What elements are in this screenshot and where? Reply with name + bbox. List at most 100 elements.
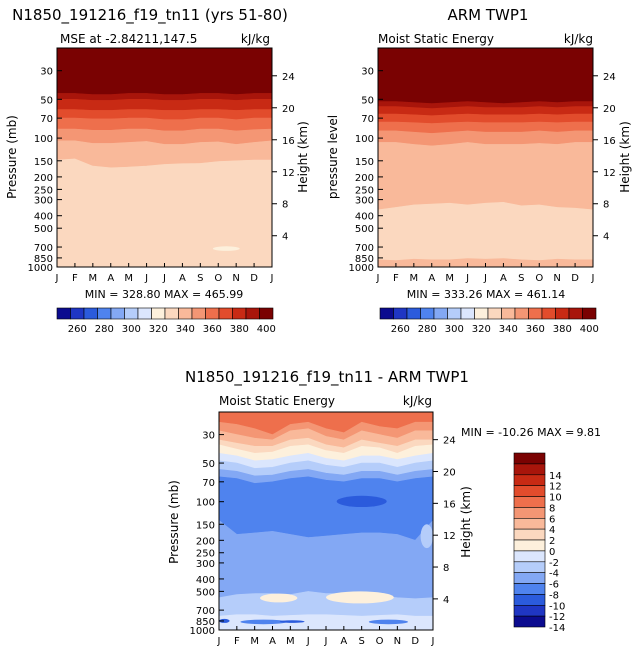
colorbar-label: 12 — [549, 482, 562, 493]
colorbar-swatch — [191, 307, 206, 320]
y-tick-label: 1000 — [28, 263, 53, 274]
colorbar-label: 280 — [418, 324, 437, 335]
panel-model-ylabel-right: Height (km) — [296, 121, 310, 192]
x-tick-label: J — [376, 273, 380, 284]
colorbar-swatch — [513, 452, 546, 465]
y-right-tick-label: 20 — [603, 104, 616, 115]
contour-band — [57, 48, 272, 95]
colorbar-swatch — [393, 307, 408, 320]
y-right-tick-label: 4 — [443, 595, 449, 606]
y-tick-label: 850 — [34, 254, 53, 265]
x-tick-label: O — [535, 273, 543, 284]
contour-patch — [279, 620, 305, 623]
y-right-tick-label: 8 — [443, 563, 449, 574]
colorbar-label: 8 — [549, 503, 555, 514]
y-right-tick-label: 4 — [282, 232, 288, 243]
y-tick-label: 50 — [361, 95, 374, 106]
colorbar-label: 260 — [68, 324, 87, 335]
colorbar-label: 14 — [549, 471, 562, 482]
contour-band — [57, 117, 272, 132]
panel-diff: N1850_191216_f19_tn11 - ARM TWP1 Moist S… — [167, 368, 601, 647]
panel-diff-units: kJ/kg — [403, 394, 432, 408]
contour-patch — [240, 619, 287, 625]
y-tick-label: 1000 — [349, 263, 374, 274]
x-tick-label: J — [324, 636, 328, 647]
y-right-tick-label: 8 — [282, 200, 288, 211]
x-tick-label: F — [234, 636, 240, 647]
contour-band — [57, 93, 272, 101]
colorbar-label: -8 — [549, 590, 559, 601]
x-tick-label: S — [358, 636, 364, 647]
panel-obs-title: ARM TWP1 — [448, 6, 529, 24]
x-tick-label: M — [286, 636, 295, 647]
contour-patch — [368, 619, 408, 625]
y-tick-label: 200 — [355, 173, 374, 184]
contour-band — [57, 99, 272, 111]
y-tick-label: 200 — [34, 173, 53, 184]
y-tick-label: 700 — [355, 243, 374, 254]
colorbar-swatch — [137, 307, 152, 320]
x-tick-label: N — [394, 636, 401, 647]
colorbar-swatch — [205, 307, 220, 320]
panel-obs-ylabel-right: Height (km) — [618, 121, 632, 192]
contour-band — [378, 130, 593, 147]
y-tick-label: 250 — [355, 185, 374, 196]
colorbar-swatch — [433, 307, 448, 320]
contour-band — [57, 128, 272, 145]
y-tick-label: 300 — [355, 196, 374, 207]
y-tick-label: 500 — [196, 587, 215, 598]
panel-model-ylabel: Pressure (mb) — [5, 115, 19, 199]
y-right-tick-label: 12 — [603, 168, 616, 179]
x-tick-label: M — [410, 273, 419, 284]
y-tick-label: 400 — [196, 575, 215, 586]
panel-diff-ylabel-right: Height (km) — [459, 486, 473, 557]
contour-band — [378, 113, 593, 124]
x-tick-label: S — [518, 273, 524, 284]
x-tick-label: D — [571, 273, 579, 284]
y-tick-label: 300 — [34, 196, 53, 207]
panel-model: N1850_191216_f19_tn11 (yrs 51-80) MSE at… — [5, 6, 310, 335]
panel-obs-subtitle: Moist Static Energy — [378, 32, 494, 46]
y-tick-label: 30 — [202, 431, 215, 442]
y-right-tick-label: 8 — [603, 200, 609, 211]
contour-band — [57, 158, 272, 267]
colorbar-swatch — [460, 307, 475, 320]
colorbar-obs: 260 280 300 320 340 360 380 400 — [379, 307, 599, 335]
contour-band — [378, 48, 593, 104]
colorbar-swatch — [70, 307, 85, 320]
colorbar-swatch — [245, 307, 260, 320]
colorbar-label: 0 — [549, 547, 555, 558]
y-tick-label: 1000 — [190, 626, 215, 637]
x-tick-label: J — [483, 273, 487, 284]
x-tick-label: S — [197, 273, 203, 284]
colorbar-swatch — [513, 485, 546, 497]
x-tick-label: D — [411, 636, 419, 647]
colorbar-label: -12 — [549, 612, 565, 623]
colorbar-label: 360 — [526, 324, 545, 335]
panel-model-subtitle: MSE at -2.84211,147.5 — [60, 32, 197, 46]
colorbar-swatch — [178, 307, 193, 320]
y-tick-label: 700 — [196, 606, 215, 617]
colorbar-label: 2 — [549, 536, 555, 547]
y-right-tick-label: 20 — [443, 468, 456, 479]
colorbar-swatch — [541, 307, 556, 320]
colorbar-swatch — [379, 307, 394, 320]
panel-diff-stats: MIN = -10.26 MAX = — [461, 426, 574, 439]
colorbar-label: 4 — [549, 525, 555, 536]
y-tick-label: 100 — [196, 498, 215, 509]
y-right-tick-label: 24 — [282, 72, 295, 83]
contour-patch — [212, 246, 240, 251]
colorbar-swatch — [568, 307, 583, 320]
colorbar-label: 10 — [549, 493, 562, 504]
colorbar-swatch — [555, 307, 570, 320]
y-right-tick-label: 24 — [443, 436, 456, 447]
colorbar-label: -4 — [549, 569, 559, 580]
colorbar-label: -2 — [549, 558, 559, 569]
y-tick-label: 500 — [34, 224, 53, 235]
x-tick-label: A — [179, 273, 186, 284]
colorbar-label: -14 — [549, 623, 565, 634]
colorbar-swatch — [513, 561, 546, 573]
y-right-tick-label: 20 — [282, 104, 295, 115]
